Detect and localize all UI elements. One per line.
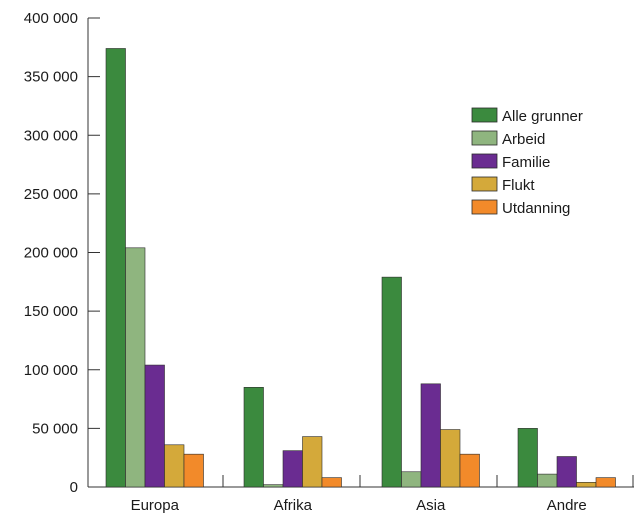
bar-familie-asia: [420, 383, 441, 488]
y-tick-label: 0: [70, 479, 78, 496]
bar-arbeid-europa: [125, 247, 146, 488]
y-tick-label: 50 000: [32, 420, 78, 437]
bar-familie-europa: [144, 364, 165, 488]
bar-arbeid-andre: [537, 473, 558, 488]
legend-label: Flukt: [502, 177, 535, 194]
legend-label: Utdanning: [502, 200, 570, 217]
legend-label: Alle grunner: [502, 108, 583, 125]
legend-swatch: [471, 199, 498, 215]
bar-alle-grunner-andre: [517, 428, 538, 488]
y-tick-label: 350 000: [24, 69, 78, 86]
bar-flukt-andre: [576, 482, 597, 488]
y-tick-label: 150 000: [24, 303, 78, 320]
legend-label: Familie: [502, 154, 550, 171]
bar-utdanning-asia: [459, 453, 480, 488]
bar-alle-grunner-asia: [381, 276, 402, 488]
bar-alle-grunner-europa: [105, 48, 126, 488]
bar-arbeid-asia: [401, 471, 422, 488]
y-tick-label: 400 000: [24, 10, 78, 27]
x-tick-label: Asia: [416, 497, 446, 514]
x-tick-label: Europa: [131, 497, 180, 514]
y-axis: 0 50 000 100 000 150 000 200 000 250 000 300 0…: [24, 10, 100, 496]
bar-utdanning-europa: [183, 453, 204, 488]
bar-familie-andre: [556, 456, 577, 488]
y-tick-label: 250 000: [24, 186, 78, 203]
y-tick-label: 300 000: [24, 127, 78, 144]
x-tick-label: Andre: [547, 497, 587, 514]
bar-arbeid-afrika: [263, 484, 284, 488]
legend-swatch: [471, 107, 498, 123]
legend: Alle grunner Arbeid Familie Flukt Utdanning: [471, 107, 583, 217]
legend-swatch: [471, 153, 498, 169]
legend-swatch: [471, 176, 498, 192]
legend-swatch: [471, 130, 498, 146]
legend-label: Arbeid: [502, 131, 545, 148]
bar-utdanning-andre: [595, 477, 616, 488]
bar-familie-afrika: [282, 450, 303, 488]
bars: [105, 48, 616, 488]
x-tick-label: Afrika: [274, 497, 313, 514]
bar-alle-grunner-afrika: [243, 387, 264, 488]
y-tick-label: 200 000: [24, 245, 78, 262]
bar-flukt-asia: [440, 429, 461, 488]
bar-flukt-afrika: [302, 436, 323, 488]
y-tick-label: 100 000: [24, 362, 78, 379]
bar-utdanning-afrika: [321, 477, 342, 488]
bar-flukt-europa: [164, 444, 185, 488]
